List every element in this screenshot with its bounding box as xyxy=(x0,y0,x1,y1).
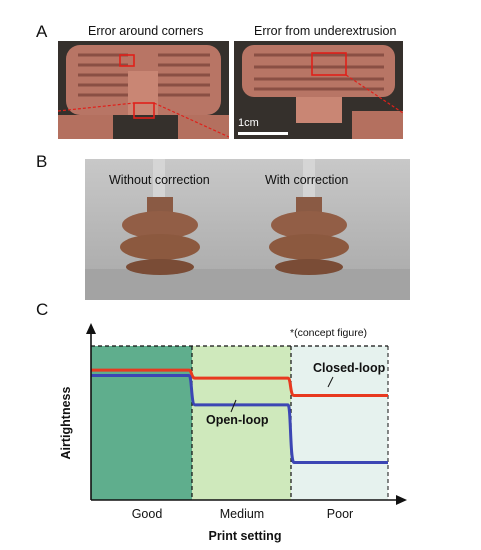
y-axis-arrow xyxy=(86,323,96,334)
corner-error-photo xyxy=(58,41,229,139)
x-axis-label: Print setting xyxy=(209,529,282,543)
underextrusion-photo: 1cm xyxy=(234,41,403,139)
panel-a-left-caption: Error around corners xyxy=(88,24,203,38)
x-axis-arrow xyxy=(396,495,407,505)
airtight-comparison-photo: Without correction With correction xyxy=(85,159,410,300)
panel-a-right-caption: Error from underextrusion xyxy=(254,24,396,38)
airtightness-chart: Closed-loop Open-loop *(concept figure) … xyxy=(0,320,481,550)
y-axis-label: Airtightness xyxy=(59,386,73,459)
category-medium: Medium xyxy=(220,507,264,521)
closed-loop-label: Closed-loop xyxy=(313,361,386,375)
corner-error-sample xyxy=(58,41,229,139)
panel-a-letter: A xyxy=(36,22,47,42)
category-poor: Poor xyxy=(327,507,353,521)
underextrusion-sample xyxy=(234,41,403,139)
scale-bar-label: 1cm xyxy=(238,117,259,129)
concept-note: *(concept figure) xyxy=(290,327,367,339)
without-correction-label: Without correction xyxy=(109,173,210,187)
panel-c-letter: C xyxy=(36,300,48,320)
category-good: Good xyxy=(132,507,163,521)
open-loop-label: Open-loop xyxy=(206,413,269,427)
panel-b-letter: B xyxy=(36,152,47,172)
with-correction-label: With correction xyxy=(265,173,348,187)
